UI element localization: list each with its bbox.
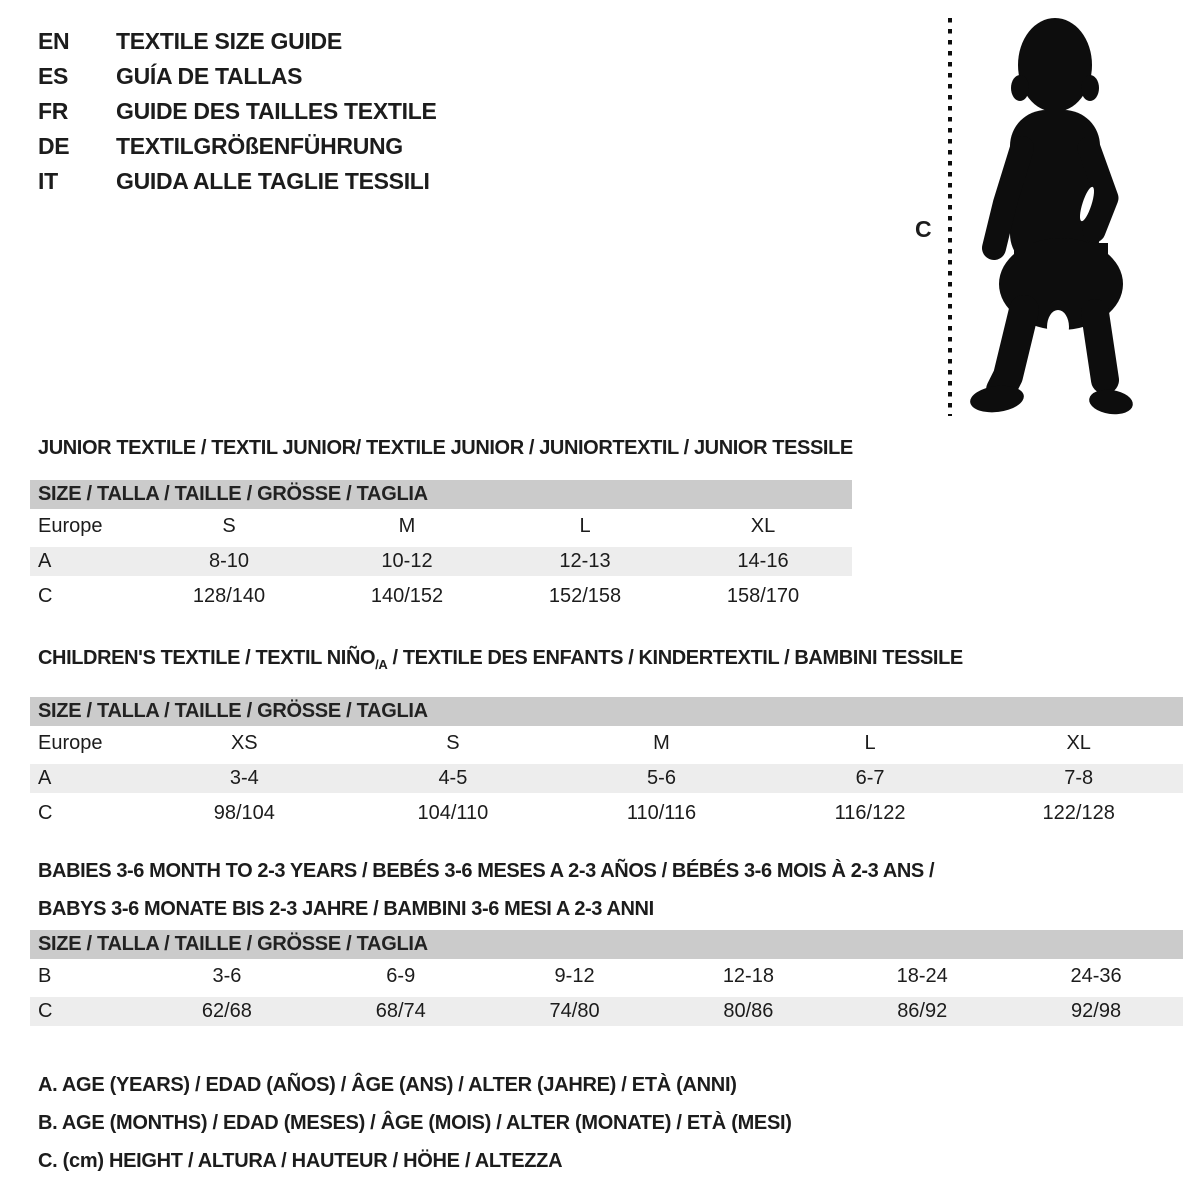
row-label: C (38, 585, 53, 607)
table-cell: 3-6 (212, 965, 242, 987)
table-cell: 74/80 (549, 1000, 600, 1022)
title-sub: /A (375, 657, 388, 672)
table-cell: 92/98 (1071, 1000, 1122, 1022)
guide-title-en: TEXTILE SIZE GUIDE (116, 28, 342, 54)
table-cell: 3-4 (229, 767, 259, 789)
measurement-legend: A. AGE (YEARS) / EDAD (AÑOS) / ÂGE (ANS)… (38, 1066, 792, 1180)
title-part: / TEXTILE DES ENFANTS / KINDERTEXTIL / B… (387, 647, 964, 669)
language-row-fr: FR GUIDE DES TAILLES TEXTILE (38, 94, 437, 129)
table-cell: 4-5 (438, 767, 468, 789)
guide-title-fr: GUIDE DES TAILLES TEXTILE (116, 98, 437, 124)
row-label: C (38, 1000, 53, 1022)
table-cell: L (864, 732, 876, 754)
table-row-height-cm: C 62/68 68/74 74/80 80/86 86/92 92/98 (30, 994, 1183, 1029)
table-row-height-cm: C 98/104 104/110 110/116 116/122 122/128 (30, 796, 1183, 831)
language-title-list: EN TEXTILE SIZE GUIDE ES GUÍA DE TALLAS … (38, 24, 437, 199)
table-cell: 104/110 (417, 802, 489, 824)
size-header-bar: SIZE / TALLA / TAILLE / GRÖSSE / TAGLIA (30, 480, 852, 509)
section-childrens-textile: CHILDREN'S TEXTILE / TEXTIL NIÑO/A / TEX… (30, 645, 1183, 831)
table-row-age-months: B 3-6 6-9 9-12 12-18 18-24 24-36 (30, 959, 1183, 994)
language-code: DE (38, 133, 70, 159)
language-row-de: DE TEXTILGRÖßENFÜHRUNG (38, 129, 437, 164)
language-code: IT (38, 168, 58, 194)
table-cell: S (446, 732, 460, 754)
table-cell: 9-12 (554, 965, 595, 987)
section-title-line1: BABIES 3-6 MONTH TO 2-3 YEARS / BEBÉS 3-… (38, 860, 935, 882)
table-cell: 80/86 (723, 1000, 774, 1022)
section-title-line2: BABYS 3-6 MONATE BIS 2-3 JAHRE / BAMBINI… (38, 898, 654, 920)
table-cell: XS (230, 732, 258, 754)
table-cell: 140/152 (370, 585, 444, 607)
language-row-it: IT GUIDA ALLE TAGLIE TESSILI (38, 164, 437, 199)
table-cell: 24-36 (1070, 965, 1122, 987)
section-title: CHILDREN'S TEXTILE / TEXTIL NIÑO/A / TEX… (30, 645, 1183, 678)
language-row-en: EN TEXTILE SIZE GUIDE (38, 24, 437, 59)
table-cell: S (222, 515, 236, 537)
row-label: C (38, 802, 53, 824)
table-cell: 62/68 (201, 1000, 252, 1022)
table-cell: 18-24 (896, 965, 948, 987)
language-code: ES (38, 63, 69, 89)
title-part: CHILDREN'S TEXTILE / TEXTIL NIÑO (38, 647, 376, 669)
toddler-silhouette-icon (948, 18, 1133, 416)
table-cell: M (398, 515, 416, 537)
table-cell: 98/104 (213, 802, 275, 824)
table-cell: 12-18 (722, 965, 774, 987)
table-cell: 128/140 (192, 585, 266, 607)
table-cell: 12-13 (559, 550, 611, 572)
row-label: B (38, 965, 52, 987)
table-cell: 7-8 (1064, 767, 1094, 789)
table-cell: 5-6 (647, 767, 676, 789)
language-code: FR (38, 98, 69, 124)
table-cell: M (653, 732, 670, 754)
table-cell: XL (750, 515, 776, 537)
table-cell: 152/158 (548, 585, 622, 607)
size-header-bar: SIZE / TALLA / TAILLE / GRÖSSE / TAGLIA (30, 930, 1183, 959)
table-cell: 116/122 (834, 802, 906, 824)
section-junior-textile: JUNIOR TEXTILE / TEXTIL JUNIOR/ TEXTILE … (30, 435, 853, 614)
language-code: EN (38, 28, 70, 54)
table-cell: 68/74 (375, 1000, 426, 1022)
table-cell: L (579, 515, 591, 537)
table-cell: 10-12 (381, 550, 433, 572)
table-cell: 6-9 (386, 965, 416, 987)
height-measure-label: C (915, 216, 932, 242)
table-row-age-years: A 8-10 10-12 12-13 14-16 (30, 544, 852, 579)
row-label: A (38, 550, 52, 572)
legend-age-months: B. AGE (MONTHS) / EDAD (MESES) / ÂGE (MO… (38, 1112, 792, 1134)
table-row-age-years: A 3-4 4-5 5-6 6-7 7-8 (30, 761, 1183, 796)
table-row-height-cm: C 128/140 140/152 152/158 158/170 (30, 579, 852, 614)
row-label: Europe (38, 732, 103, 754)
size-header-bar: SIZE / TALLA / TAILLE / GRÖSSE / TAGLIA (30, 697, 1183, 726)
table-cell: 14-16 (737, 550, 789, 572)
guide-title-es: GUÍA DE TALLAS (116, 63, 303, 89)
section-babies-textile: BABIES 3-6 MONTH TO 2-3 YEARS / BEBÉS 3-… (30, 852, 1183, 1029)
table-cell: 8-10 (208, 550, 250, 572)
table-row-europe: Europe S M L XL (30, 509, 852, 544)
guide-title-de: TEXTILGRÖßENFÜHRUNG (116, 133, 403, 159)
table-cell: 158/170 (726, 585, 800, 607)
guide-title-it: GUIDA ALLE TAGLIE TESSILI (116, 168, 430, 194)
table-cell: 86/92 (897, 1000, 948, 1022)
table-cell: 110/116 (626, 802, 697, 824)
table-cell: 6-7 (855, 767, 885, 789)
legend-height-cm: C. (cm) HEIGHT / ALTURA / HAUTEUR / HÖHE… (38, 1150, 563, 1172)
section-title: JUNIOR TEXTILE / TEXTIL JUNIOR/ TEXTILE … (38, 437, 853, 459)
table-cell: 122/128 (1042, 802, 1115, 824)
language-row-es: ES GUÍA DE TALLAS (38, 59, 437, 94)
legend-age-years: A. AGE (YEARS) / EDAD (AÑOS) / ÂGE (ANS)… (38, 1074, 737, 1096)
table-cell: XL (1066, 732, 1091, 754)
row-label: A (38, 767, 52, 789)
row-label: Europe (38, 515, 103, 537)
table-row-europe: Europe XS S M L XL (30, 726, 1183, 761)
